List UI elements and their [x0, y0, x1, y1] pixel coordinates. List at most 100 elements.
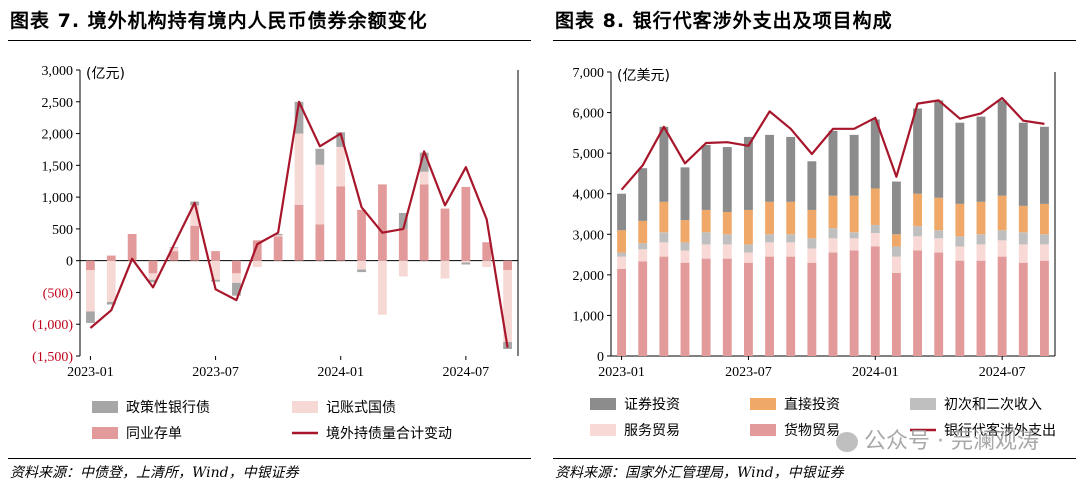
legend-label: 直接投资	[784, 396, 840, 413]
bar-直接投资	[828, 195, 838, 229]
bar-政策性银行债	[398, 213, 408, 229]
bar-政策性银行债	[294, 101, 304, 134]
bar-记账式国债	[232, 273, 241, 283]
bar-货物贸易	[807, 262, 817, 356]
bar-初次和二次收入	[786, 234, 796, 243]
bar-政策性银行债	[232, 282, 241, 296]
bar-同业存单	[440, 208, 450, 261]
bar-货物贸易	[955, 260, 965, 356]
bar-证券投资	[701, 145, 711, 210]
legend-label: 证券投资	[624, 397, 680, 413]
bar-服务贸易	[955, 246, 965, 261]
bar-服务贸易	[722, 244, 732, 259]
bar-直接投资	[680, 220, 690, 243]
bar-初次和二次收入	[828, 228, 838, 239]
bar-同业存单	[252, 240, 262, 261]
watermark: 公众号 · 芫澜观涛	[836, 423, 1039, 455]
y-tick-label: 2,000	[573, 269, 605, 284]
bar-服务贸易	[680, 250, 690, 263]
legend-label: 政策性银行债	[126, 399, 210, 416]
bar-同业存单	[169, 251, 179, 261]
bar-证券投资	[786, 136, 796, 202]
legend-label: 记账式国债	[326, 400, 396, 416]
bar-记账式国债	[315, 164, 325, 225]
legend-swatch	[590, 424, 616, 436]
y-tick-label: 4,000	[573, 188, 605, 203]
bar-政策性银行债	[315, 148, 325, 165]
bar-初次和二次收入	[891, 246, 901, 257]
wechat-icon	[836, 432, 858, 452]
bar-政策性银行债	[461, 262, 471, 265]
bar-记账式国债	[419, 171, 429, 185]
bar-服务贸易	[786, 242, 796, 257]
bar-直接投资	[617, 230, 627, 253]
bar-货物贸易	[659, 256, 669, 356]
right-chart: 0 1,000 2,000 3,000 4,000 5,000 6,000 7,000 (亿美元…	[573, 66, 1057, 439]
right-chart-source: 资料来源：国家外汇管理局，Wind，中银证券	[555, 465, 844, 481]
left-source-rule	[8, 458, 531, 459]
bar-证券投资	[849, 134, 859, 196]
bar-政策性银行债	[419, 152, 429, 172]
y-tick-label: (1,000)	[32, 318, 73, 333]
bar-货物贸易	[976, 260, 986, 356]
bar-直接投资	[913, 193, 923, 227]
bar-记账式国债	[252, 260, 262, 268]
bar-同业存单	[461, 186, 471, 261]
bar-直接投资	[997, 195, 1007, 231]
bar-直接投资	[849, 195, 859, 233]
legend-label: 银行代客涉外支出	[944, 422, 1056, 439]
x-tick-label: 2024-01	[852, 365, 899, 380]
legend-swatch	[92, 427, 118, 439]
bar-政策性银行债	[357, 269, 366, 273]
bar-直接投资	[891, 234, 901, 247]
bar-证券投资	[743, 136, 753, 210]
bar-证券投资	[934, 100, 944, 198]
bar-证券投资	[765, 134, 775, 202]
bar-服务贸易	[1039, 244, 1049, 261]
left-chart-source: 资料来源：中债登，上清所，Wind，中银证券	[10, 465, 299, 481]
bar-货物贸易	[997, 256, 1007, 356]
bar-记账式国债	[211, 260, 220, 280]
bar-同业存单	[86, 260, 95, 271]
bar-同业存单	[232, 260, 241, 274]
y-tick-label: 0	[597, 350, 604, 365]
bar-记账式国债	[273, 235, 283, 237]
bar-证券投资	[997, 100, 1007, 196]
y-tick-label: 1,500	[42, 159, 74, 174]
bar-记账式国债	[503, 270, 512, 343]
bar-货物贸易	[1039, 260, 1049, 356]
y-tick-label: 2,000	[42, 128, 74, 143]
y-tick-label: 500	[52, 223, 73, 238]
bar-初次和二次收入	[997, 230, 1007, 241]
bar-证券投资	[638, 168, 648, 221]
legend-label: 初次和二次收入	[944, 396, 1042, 413]
bar-服务贸易	[891, 256, 901, 273]
bar-证券投资	[870, 119, 880, 189]
x-tick-label: 2023-07	[725, 365, 772, 380]
bar-同业存单	[398, 228, 408, 261]
bar-政策性银行债	[211, 279, 220, 282]
bar-货物贸易	[701, 258, 711, 356]
bar-直接投资	[976, 201, 986, 235]
left-title-rule	[8, 40, 531, 41]
bar-同业存单	[190, 225, 200, 261]
bar-初次和二次收入	[1018, 232, 1028, 245]
bar-初次和二次收入	[659, 232, 669, 243]
y-axis-unit: (亿美元)	[617, 68, 670, 84]
bar-记账式国债	[294, 133, 304, 205]
legend-label: 货物贸易	[784, 422, 840, 439]
bar-记账式国债	[440, 260, 450, 279]
bar-初次和二次收入	[976, 234, 986, 245]
bar-初次和二次收入	[722, 234, 732, 245]
bar-证券投资	[828, 130, 838, 196]
bar-同业存单	[482, 242, 492, 261]
bar-证券投资	[1039, 126, 1049, 204]
legend-swatch	[292, 401, 318, 413]
bar-服务贸易	[638, 249, 648, 262]
bar-货物贸易	[722, 258, 732, 356]
bar-同业存单	[315, 224, 325, 261]
x-tick-label: 2023-07	[192, 365, 239, 380]
watermark-text: 公众号 · 芫澜观涛	[864, 429, 1039, 454]
left-chart: (1,500) (1,000) (500) 0 500 1,000 1,500 2,000 2,…	[32, 64, 519, 442]
bar-货物贸易	[1018, 262, 1028, 356]
